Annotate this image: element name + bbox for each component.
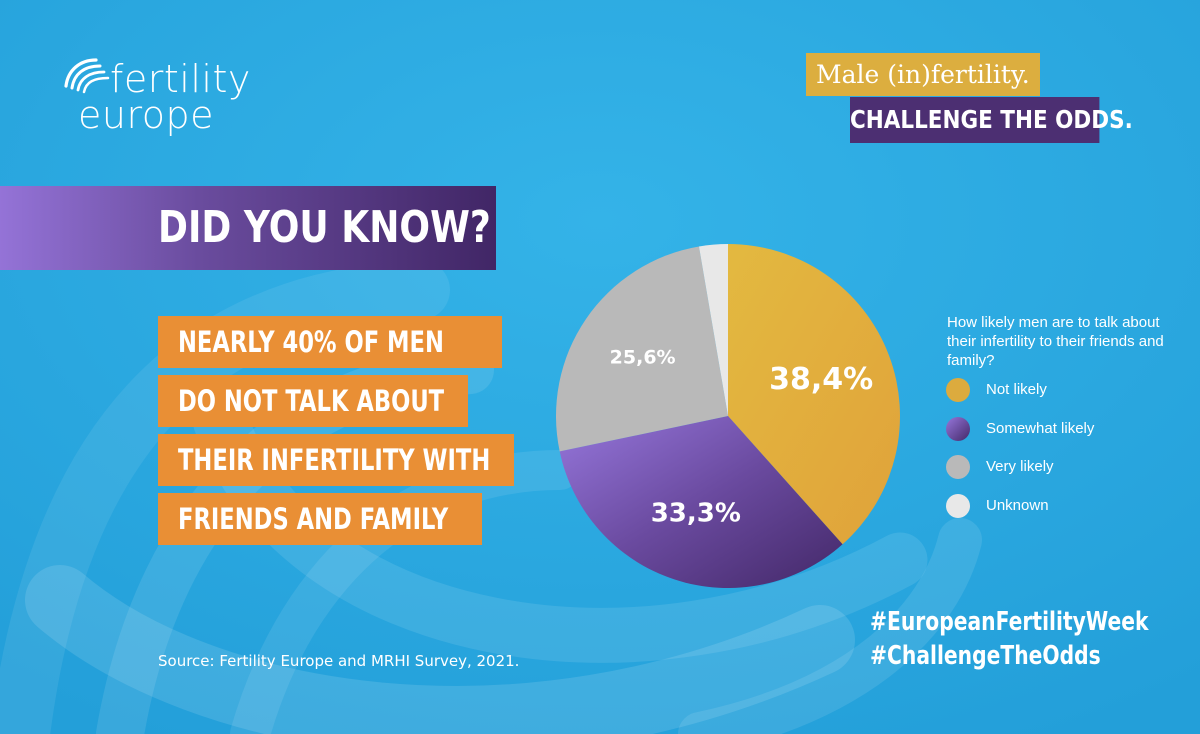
fertility-europe-logo: fertility europe [62,52,262,137]
legend-label: Very likely [986,458,1054,475]
hashtag: #EuropeanFertilityWeek [870,607,1149,637]
pie-slice-not-likely [728,244,900,545]
headline: DID YOU KNOW? [158,202,491,253]
legend-label: Not likely [986,381,1047,398]
legend-swatch [946,455,970,479]
legend-swatch [946,494,970,518]
legend-label: Unknown [986,497,1049,514]
statement-text: FRIENDS AND FAMILY [178,502,449,536]
statement-line: FRIENDS AND FAMILY [158,493,482,545]
legend-label: Somewhat likely [986,420,1095,437]
statement-line: NEARLY 40% OF MEN [158,316,502,368]
pie-data-label: 33,3% [651,499,741,529]
campaign-slogan: CHALLENGE THE ODDS. [850,97,1133,143]
statement-text: THEIR INFERTILITY WITH [178,443,491,477]
legend-title: How likely men are to talk about their i… [947,314,1164,369]
logo-word-fertility: fertility [110,57,251,101]
statement-text: DO NOT TALK ABOUT [178,384,445,418]
pie-data-label: 25,6% [610,346,676,368]
headline-banner: DID YOU KNOW? [0,186,496,270]
campaign-tagline: Male (in)fertility. [806,53,1040,96]
legend-swatch [946,378,970,402]
pie-slice-very-likely [556,246,728,452]
legend-swatch [946,417,970,441]
statement-line: THEIR INFERTILITY WITH [158,434,514,486]
pie-chart: 38,4% 33,3% 25,6% [556,244,900,588]
pie-slice-somewhat-likely [559,416,843,588]
source-note: Source: Fertility Europe and MRHI Survey… [158,652,520,670]
pie-slice-unknown [698,244,728,416]
statement-line: DO NOT TALK ABOUT [158,375,468,427]
hashtag: #ChallengeTheOdds [870,641,1101,671]
statement-text: NEARLY 40% OF MEN [178,325,444,359]
logo-swoosh-icon [64,58,110,94]
pie-data-label: 38,4% [769,362,873,397]
logo-word-europe: europe [78,93,214,137]
